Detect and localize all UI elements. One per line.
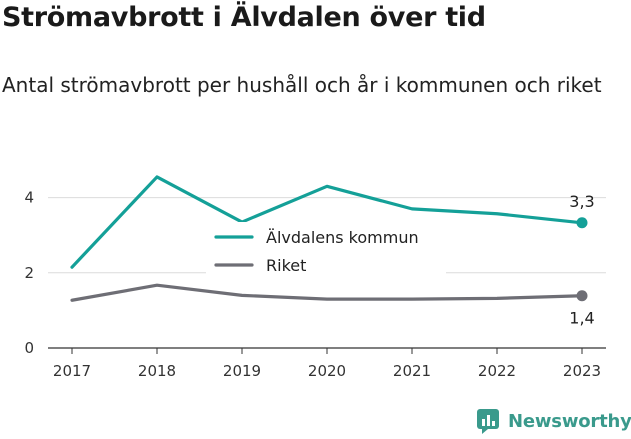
series-end-point bbox=[576, 290, 588, 302]
legend-background bbox=[206, 222, 446, 276]
newsworthy-logo: Newsworthy bbox=[476, 408, 631, 434]
newsworthy-icon bbox=[477, 409, 499, 434]
y-tick-label: 2 bbox=[24, 264, 34, 282]
series-line-1 bbox=[70, 283, 584, 302]
data-label: 1,4 bbox=[569, 309, 594, 328]
series-end-point bbox=[576, 217, 588, 229]
x-tick-label: 2017 bbox=[53, 362, 91, 380]
y-tick-label: 4 bbox=[24, 189, 34, 207]
x-tick-label: 2018 bbox=[138, 362, 176, 380]
series-line-0 bbox=[70, 175, 584, 269]
brand-name: Newsworthy bbox=[508, 410, 631, 432]
y-tick-label: 0 bbox=[24, 339, 34, 357]
chart-subtitle: Antal strömavbrott per hushåll och år i … bbox=[2, 73, 602, 97]
chart-title: Strömavbrott i Älvdalen över tid bbox=[2, 2, 486, 33]
legend-label: Riket bbox=[266, 256, 306, 275]
data-label: 3,3 bbox=[569, 192, 594, 211]
x-tick-label: 2020 bbox=[308, 362, 346, 380]
legend-label: Älvdalens kommun bbox=[266, 228, 419, 247]
x-tick-label: 2023 bbox=[563, 362, 601, 380]
x-tick-label: 2019 bbox=[223, 362, 261, 380]
x-tick-label: 2021 bbox=[393, 362, 431, 380]
x-tick-label: 2022 bbox=[478, 362, 516, 380]
